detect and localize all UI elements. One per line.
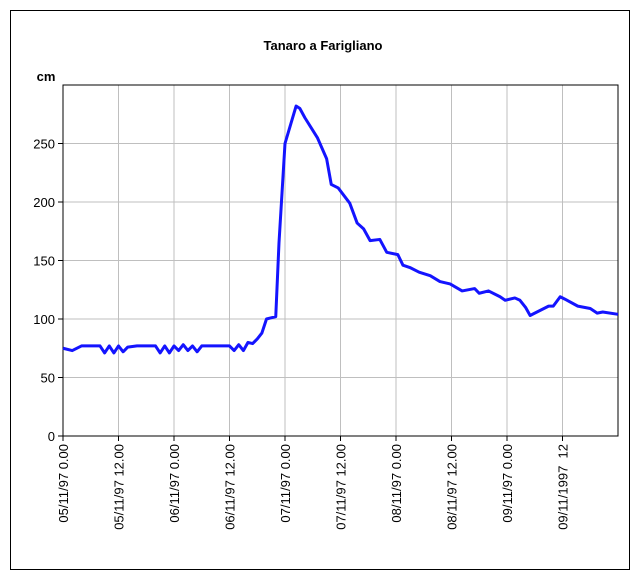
- y-tick-label: 50: [41, 371, 55, 386]
- y-axis-label: cm: [37, 69, 56, 84]
- y-tick-label: 0: [48, 429, 55, 444]
- chart-title: Tanaro a Farigliano: [264, 38, 383, 53]
- x-tick-label: 08/11/97 0.00: [389, 444, 404, 523]
- x-tick-label: 07/11/97 12.00: [334, 444, 349, 530]
- plot-area: [62, 84, 619, 437]
- x-tick-label: 05/11/97 12.00: [112, 444, 127, 530]
- y-tick-label: 200: [33, 195, 55, 210]
- x-tick-label: 09/11/97 0.00: [500, 444, 515, 523]
- y-tick-label: 250: [33, 137, 55, 152]
- x-tick-label: 09/11/1997 12: [556, 444, 571, 530]
- x-tick-label: 05/11/97 0.00: [56, 444, 71, 523]
- y-tick-label: 100: [33, 312, 55, 327]
- data-line: [62, 104, 619, 355]
- x-tick-label: 08/11/97 12.00: [445, 444, 460, 530]
- x-tick-label: 06/11/97 0.00: [167, 444, 182, 523]
- x-tick-label: 06/11/97 12.00: [223, 444, 238, 530]
- chart-frame: [10, 10, 630, 570]
- y-tick-label: 150: [33, 254, 55, 269]
- x-tick-label: 07/11/97 0.00: [278, 444, 293, 523]
